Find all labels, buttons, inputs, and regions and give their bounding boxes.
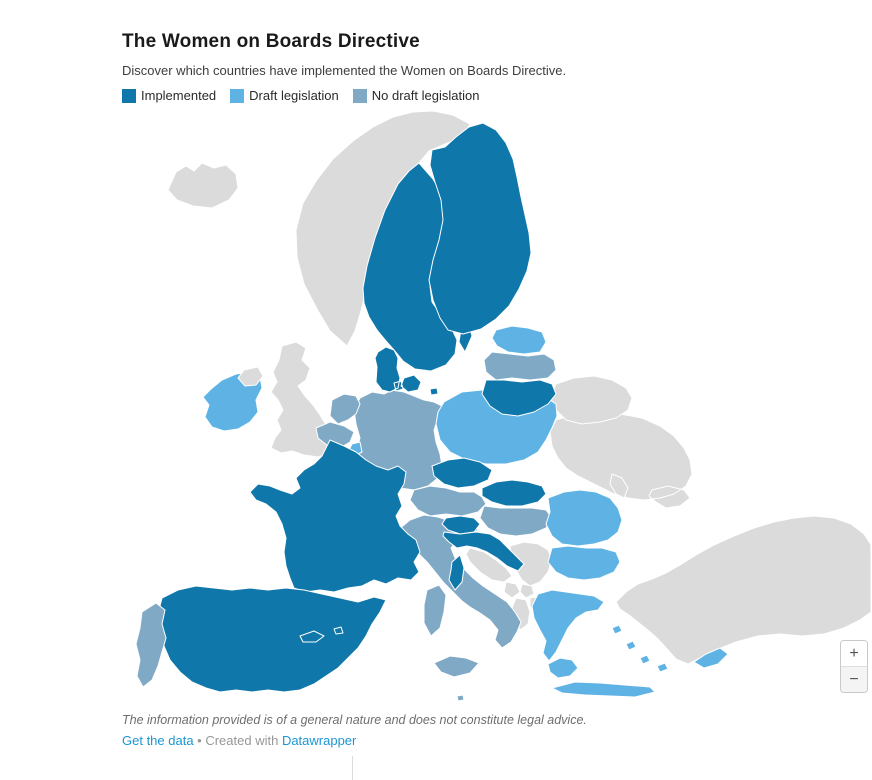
disclaimer-text: The information provided is of a general… — [122, 713, 587, 727]
country-italy[interactable] — [397, 514, 522, 678]
legend-swatch-implemented — [122, 88, 136, 103]
footer-separator: • — [193, 733, 206, 748]
country-bulgaria[interactable] — [547, 545, 621, 581]
country-belarus[interactable] — [549, 375, 633, 425]
created-with-text: Created with — [205, 733, 282, 748]
divider-line — [352, 756, 353, 780]
country-denmark[interactable] — [374, 346, 439, 396]
country-croatia[interactable] — [442, 531, 525, 572]
legend-swatch-draft — [230, 88, 245, 103]
country-portugal[interactable] — [135, 602, 167, 688]
country-kosovo[interactable] — [519, 583, 535, 599]
zoom-out-button[interactable]: − — [841, 666, 867, 692]
map-zoom-control: + − — [840, 640, 868, 693]
get-the-data-link[interactable]: Get the data — [122, 733, 194, 748]
country-slovakia[interactable] — [481, 479, 547, 507]
footer: The information provided is of a general… — [122, 713, 587, 748]
legend-item-none: No draft legislation — [352, 88, 480, 103]
country-moldova[interactable] — [609, 473, 629, 499]
country-finland[interactable] — [428, 122, 532, 335]
legend-label: Implemented — [141, 88, 217, 103]
country-spain[interactable] — [157, 585, 387, 693]
country-belgium[interactable] — [315, 421, 355, 449]
zoom-in-button[interactable]: + — [841, 641, 867, 666]
country-latvia[interactable] — [483, 351, 557, 381]
country-estonia[interactable] — [491, 325, 547, 355]
legend-item-draft: Draft legislation — [230, 88, 339, 103]
country-turkey[interactable] — [615, 515, 872, 665]
country-montenegro[interactable] — [503, 581, 521, 599]
country-greece[interactable] — [531, 589, 669, 698]
country-lithuania[interactable] — [481, 379, 557, 417]
legend-label: No draft legislation — [371, 88, 480, 103]
country-hungary[interactable] — [479, 505, 553, 537]
country-bosnia-and-herzegovina[interactable] — [465, 547, 513, 583]
country-france[interactable] — [249, 439, 465, 593]
country-iceland[interactable] — [167, 162, 239, 209]
country-cyprus[interactable] — [693, 647, 729, 669]
country-united-kingdom[interactable] — [237, 341, 335, 458]
datawrapper-link[interactable]: Datawrapper — [281, 733, 357, 748]
country-netherlands[interactable] — [329, 393, 361, 425]
country-malta[interactable] — [456, 694, 465, 702]
legend-label: Draft legislation — [249, 88, 339, 103]
country-ukraine[interactable] — [549, 411, 693, 509]
country-czechia[interactable] — [431, 457, 493, 489]
legend: Implemented Draft legislation No draft l… — [122, 88, 479, 103]
legend-swatch-none — [352, 88, 367, 103]
page-subtitle: Discover which countries have implemente… — [122, 63, 567, 78]
country-romania[interactable] — [545, 489, 623, 547]
country-austria[interactable] — [409, 485, 487, 517]
page-title: The Women on Boards Directive — [122, 31, 420, 52]
legend-item-implemented: Implemented — [122, 88, 216, 103]
